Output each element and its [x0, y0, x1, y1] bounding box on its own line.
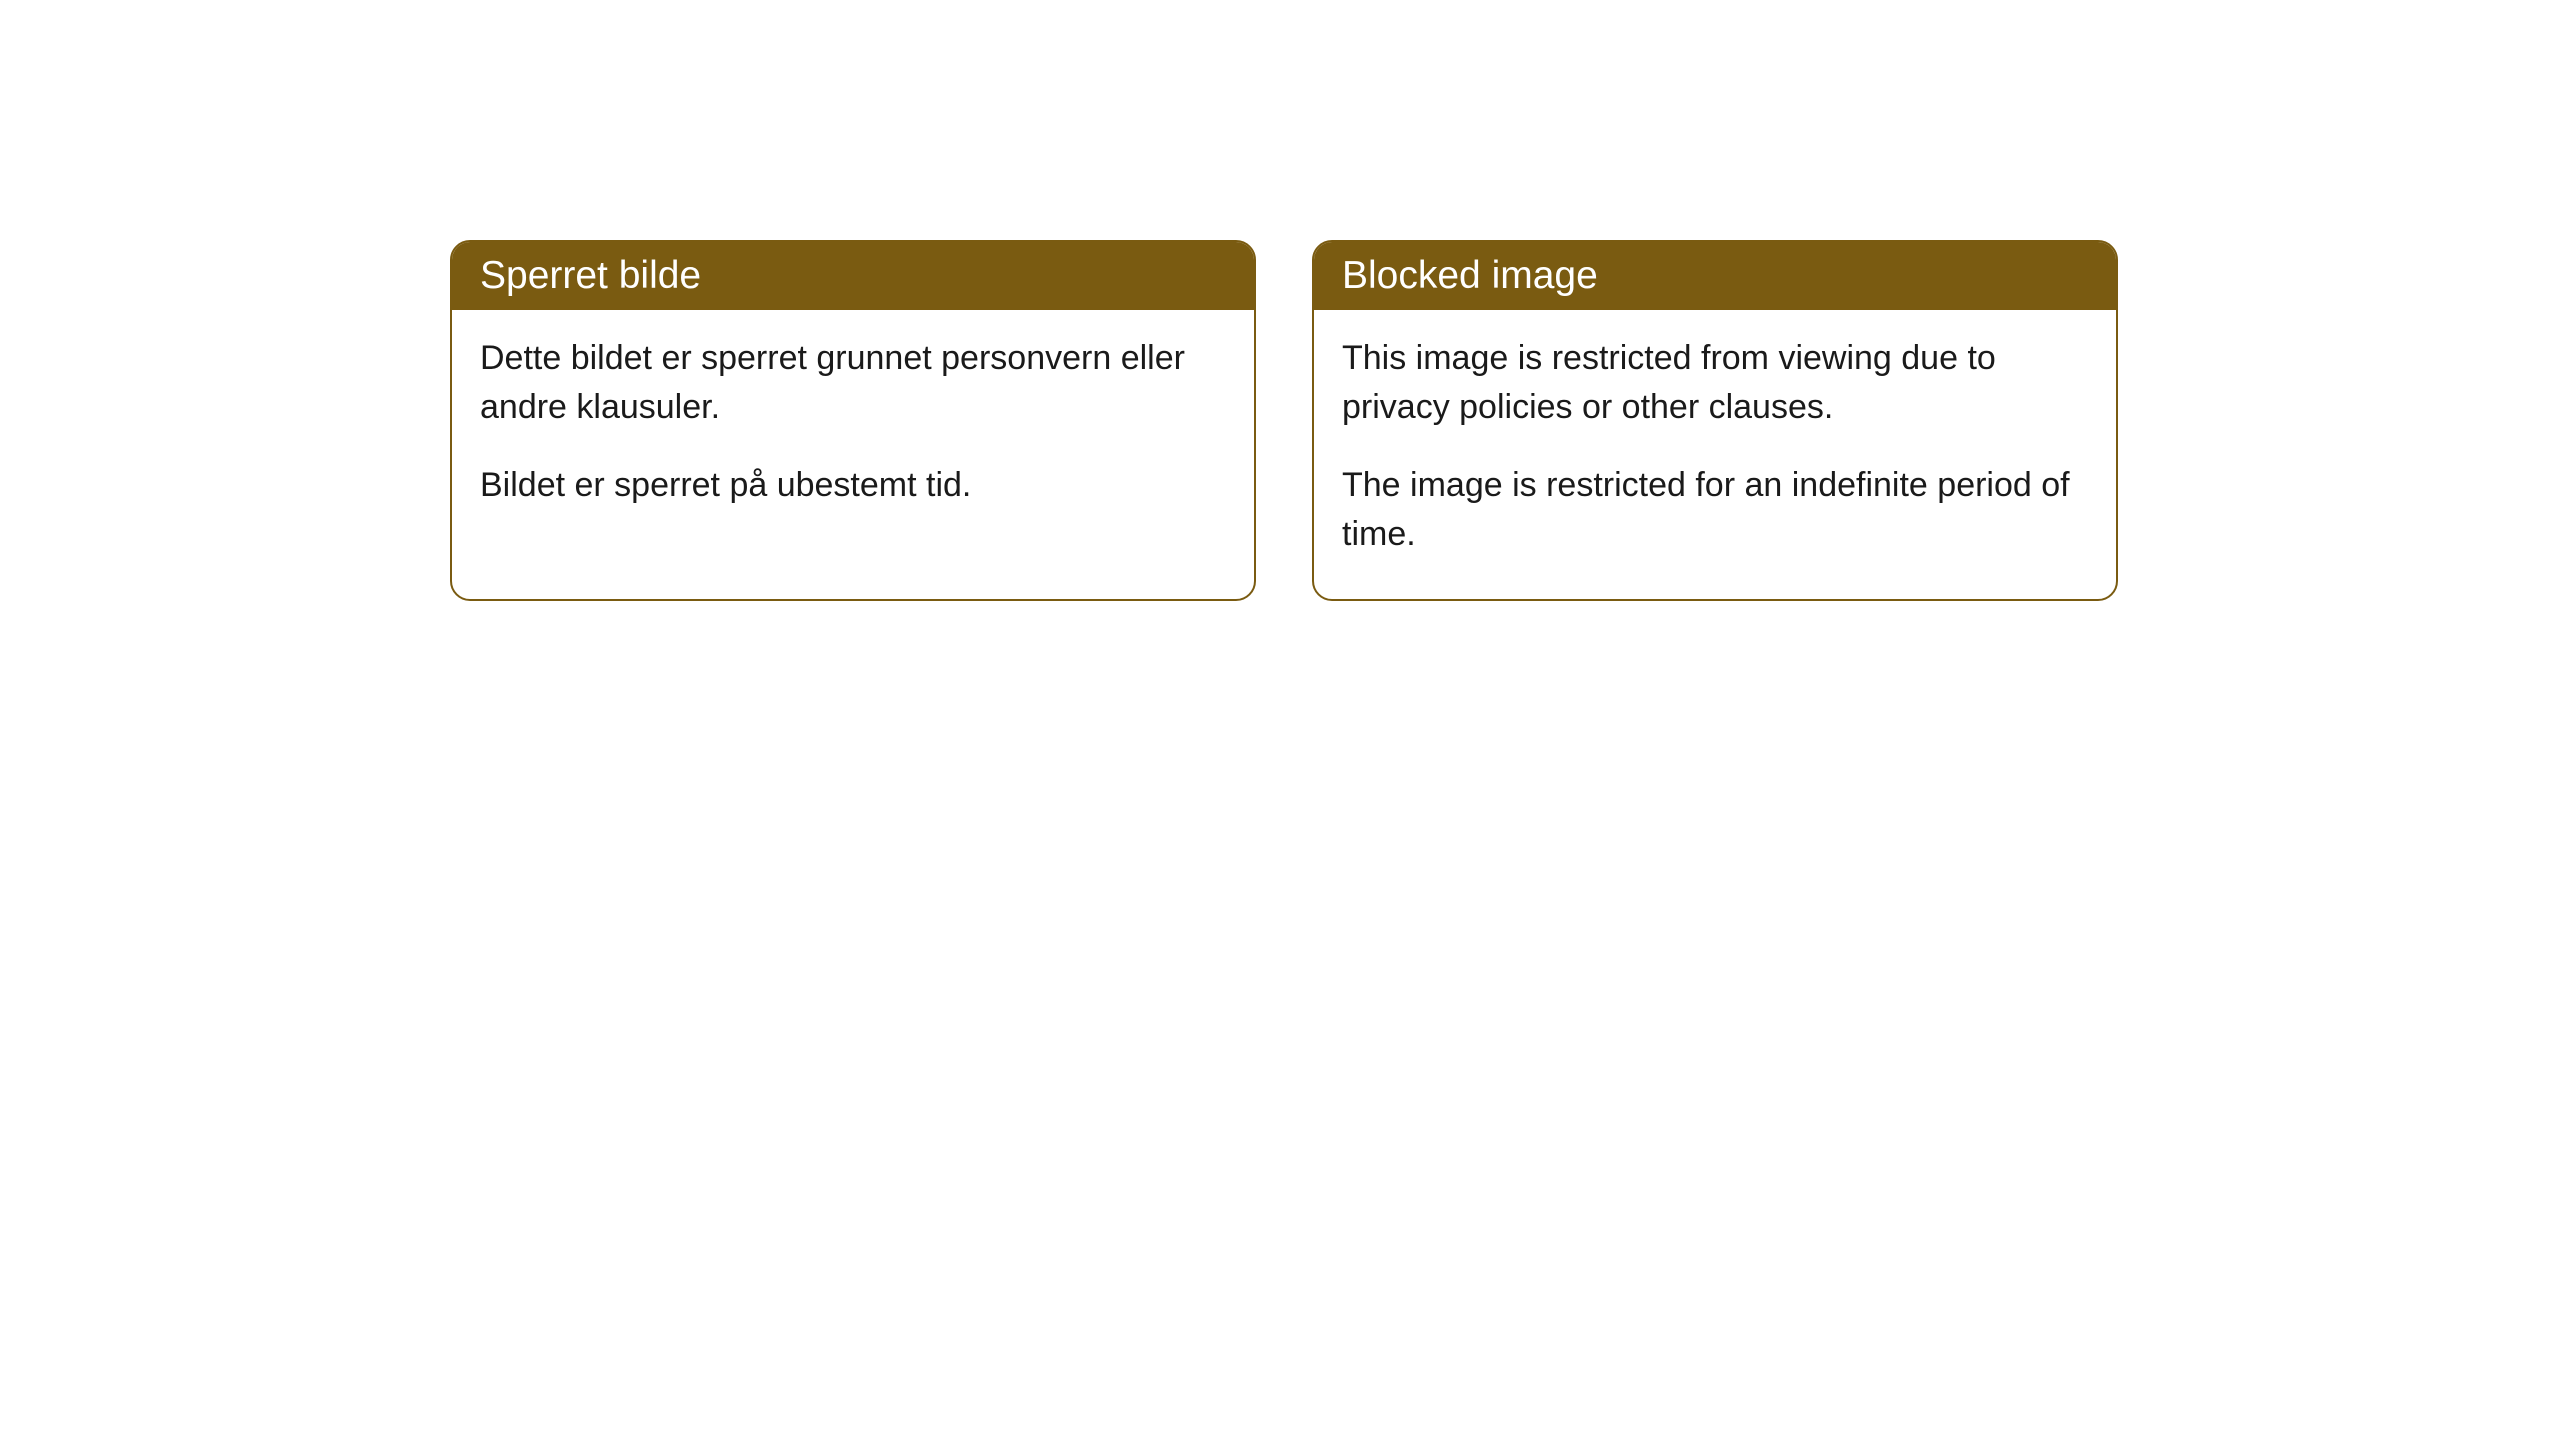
card-paragraph: The image is restricted for an indefinit…	[1342, 461, 2088, 560]
card-body: Dette bildet er sperret grunnet personve…	[452, 310, 1254, 550]
card-paragraph: Dette bildet er sperret grunnet personve…	[480, 334, 1226, 433]
blocked-image-card-norwegian: Sperret bilde Dette bildet er sperret gr…	[450, 240, 1256, 601]
card-title: Blocked image	[1314, 242, 2116, 310]
notice-cards-container: Sperret bilde Dette bildet er sperret gr…	[450, 240, 2118, 601]
card-title: Sperret bilde	[452, 242, 1254, 310]
card-paragraph: This image is restricted from viewing du…	[1342, 334, 2088, 433]
card-body: This image is restricted from viewing du…	[1314, 310, 2116, 599]
blocked-image-card-english: Blocked image This image is restricted f…	[1312, 240, 2118, 601]
card-paragraph: Bildet er sperret på ubestemt tid.	[480, 461, 1226, 510]
